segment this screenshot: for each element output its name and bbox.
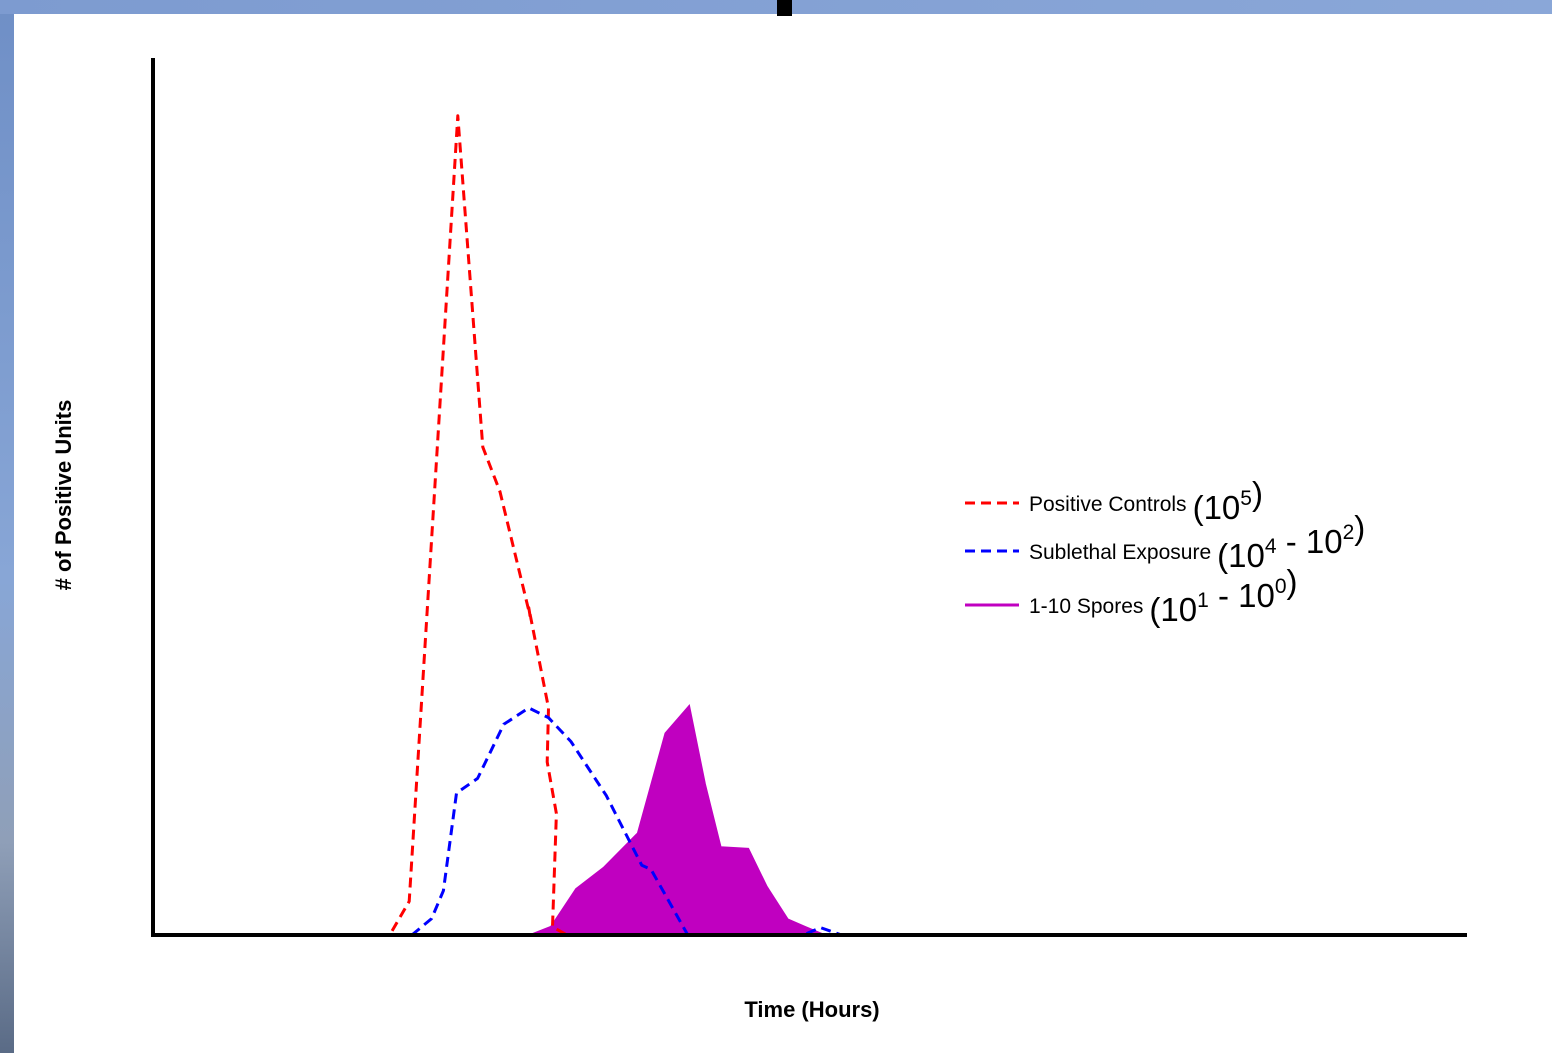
background-photo-strip-left [0, 0, 14, 1053]
title-fragment [777, 0, 792, 16]
series-1-10-spores-line [529, 704, 825, 936]
legend-range-sublethal-exposure: (104 - 102) [1217, 509, 1365, 574]
legend-range-positive-controls: (105) [1193, 475, 1263, 526]
plot-series [390, 114, 842, 937]
legend-label-positive-controls: Positive Controls [1029, 493, 1187, 516]
legend-label-sublethal-exposure: Sublethal Exposure [1029, 541, 1211, 564]
legend: Positive Controls (105) Sublethal Exposure… [965, 475, 1365, 628]
x-axis-title: Time (Hours) [744, 997, 879, 1022]
background-photo-strip-top [0, 0, 1552, 14]
legend-range-1-10-spores: (101 - 100) [1149, 563, 1297, 628]
y-axis-title: # of Positive Units [51, 400, 76, 591]
legend-label-1-10-spores: 1-10 Spores [1029, 595, 1143, 618]
series-positive-controls-line [390, 114, 568, 937]
